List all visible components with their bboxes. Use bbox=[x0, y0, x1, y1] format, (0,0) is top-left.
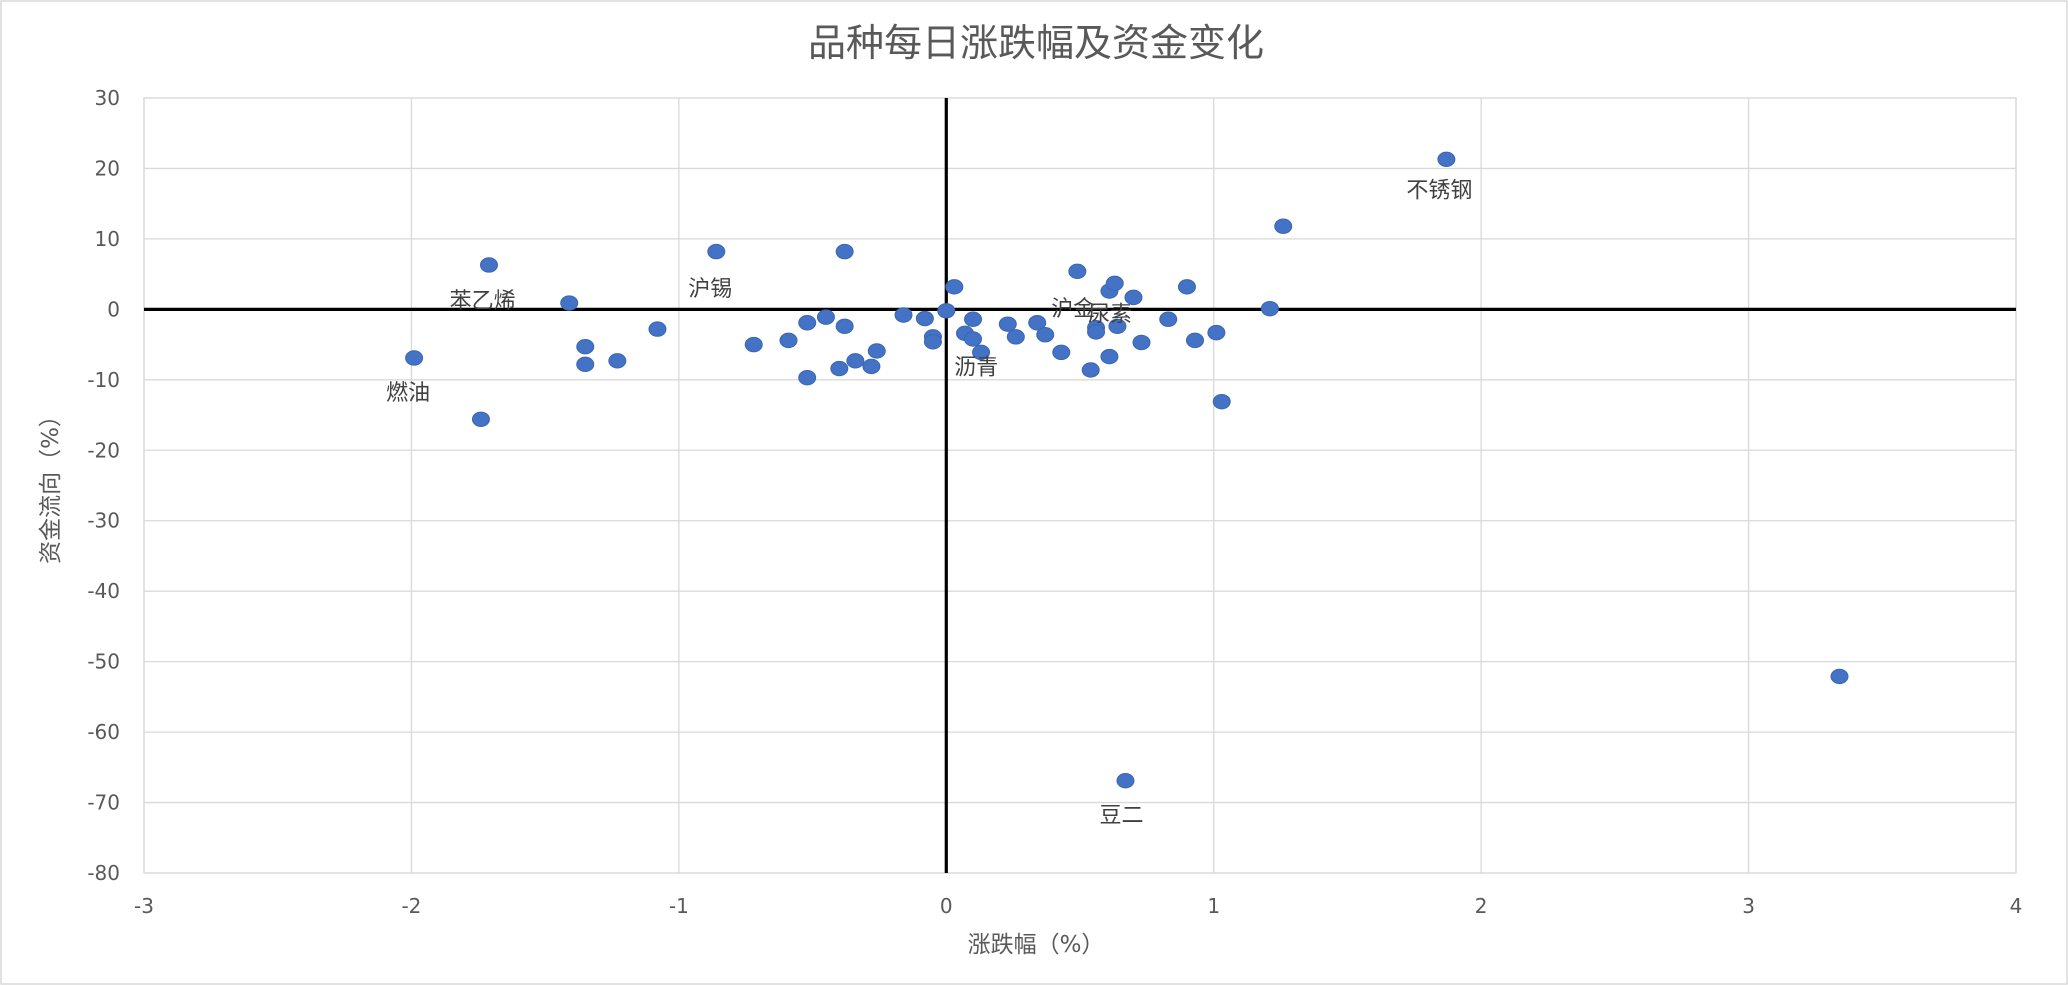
scatter-point bbox=[1212, 393, 1231, 410]
scatter-point bbox=[1116, 773, 1135, 789]
scatter-point bbox=[744, 336, 763, 353]
scatter-point bbox=[964, 331, 983, 347]
x-tick-label: -1 bbox=[669, 894, 689, 918]
scatter-point bbox=[1830, 668, 1849, 685]
scatter-point bbox=[937, 303, 956, 319]
scatter-point bbox=[1028, 315, 1047, 331]
scatter-point bbox=[779, 332, 798, 349]
scatter-point bbox=[945, 279, 964, 295]
scatter-point bbox=[1274, 218, 1293, 234]
y-tick-label: -80 bbox=[87, 861, 120, 885]
y-tick-label: -70 bbox=[87, 791, 120, 815]
scatter-point bbox=[835, 318, 854, 334]
scatter-point bbox=[816, 309, 835, 325]
y-tick-label: 0 bbox=[107, 297, 120, 321]
y-tick-label: -10 bbox=[87, 368, 120, 392]
x-tick-label: -2 bbox=[401, 894, 421, 918]
tick-labels: -3 -2 -1 0 1 2 3 43020100-10-20-30-40-50-60-70-… bbox=[87, 86, 2022, 918]
scatter-point bbox=[1006, 329, 1025, 345]
scatter-point bbox=[405, 350, 424, 366]
scatter-point bbox=[923, 334, 942, 350]
scatter-point bbox=[1100, 348, 1119, 365]
scatter-point bbox=[1081, 362, 1100, 378]
y-tick-label: -20 bbox=[87, 438, 120, 462]
scatter-point bbox=[560, 295, 579, 311]
scatter-point bbox=[1036, 327, 1055, 343]
scatter-point bbox=[1437, 151, 1456, 167]
y-tick-label: -40 bbox=[87, 579, 120, 603]
scatter-point bbox=[1177, 279, 1196, 295]
scatter-point bbox=[964, 311, 983, 327]
data-label: 尿素 bbox=[1088, 303, 1132, 328]
y-tick-label: -60 bbox=[87, 720, 120, 744]
x-tick-label: 0 bbox=[940, 894, 953, 918]
scatter-point bbox=[798, 315, 817, 331]
x-tick-label: 2 bbox=[1475, 894, 1488, 918]
scatter-point bbox=[1124, 289, 1143, 306]
scatter-point bbox=[830, 360, 849, 377]
data-label: 燃油 bbox=[386, 381, 430, 406]
scatter-point bbox=[1185, 332, 1204, 349]
x-tick-label: 4 bbox=[2010, 894, 2023, 918]
chart-title: 品种每日涨跌幅及资金变化 bbox=[808, 21, 1264, 65]
scatter-point bbox=[1207, 324, 1226, 341]
scatter-point bbox=[576, 356, 595, 373]
scatter-point bbox=[1068, 263, 1087, 280]
scatter-point bbox=[894, 307, 913, 323]
scatter-point bbox=[576, 339, 595, 355]
scatter-point bbox=[1132, 334, 1151, 351]
scatter-point bbox=[1087, 324, 1106, 340]
scatter-point bbox=[479, 257, 498, 273]
scatter-point bbox=[998, 316, 1017, 332]
x-tick-label: -3 bbox=[134, 894, 154, 918]
zero-axes bbox=[144, 98, 2016, 873]
scatter-point bbox=[862, 358, 881, 375]
scatter-point bbox=[1159, 311, 1178, 327]
data-label: 沪金 bbox=[1051, 297, 1095, 322]
data-label: 沪锡 bbox=[688, 277, 732, 302]
y-tick-label: 10 bbox=[95, 227, 120, 251]
scatter-point bbox=[798, 370, 817, 386]
x-axis-title: 涨跌幅（%） bbox=[968, 932, 1105, 958]
y-tick-label: -30 bbox=[87, 509, 120, 533]
scatter-point bbox=[835, 243, 854, 260]
scatter-point bbox=[1105, 275, 1124, 291]
x-tick-label: 3 bbox=[1742, 894, 1755, 918]
scatter-point bbox=[1108, 318, 1127, 334]
y-tick-label: 20 bbox=[95, 156, 120, 180]
scatter-point bbox=[471, 411, 490, 427]
scatter-point bbox=[915, 310, 934, 327]
x-tick-label: 1 bbox=[1207, 894, 1220, 918]
y-tick-label: 30 bbox=[95, 86, 120, 110]
y-axis-title: 资金流向（%） bbox=[38, 404, 64, 564]
data-label: 不锈钢 bbox=[1406, 178, 1472, 203]
scatter-point bbox=[707, 243, 726, 260]
scatter-point bbox=[846, 353, 865, 369]
scatter-point bbox=[972, 344, 991, 361]
data-points bbox=[405, 151, 1849, 789]
scatter-point bbox=[1260, 300, 1279, 317]
scatter-point bbox=[608, 353, 627, 369]
scatter-point bbox=[867, 343, 886, 359]
data-label: 沥青 bbox=[954, 355, 998, 380]
data-label: 豆二 bbox=[1099, 804, 1143, 829]
scatter-point bbox=[648, 321, 667, 337]
y-tick-label: -50 bbox=[87, 650, 120, 674]
scatter-point bbox=[1052, 344, 1071, 361]
data-label: 苯乙烯 bbox=[450, 289, 516, 314]
